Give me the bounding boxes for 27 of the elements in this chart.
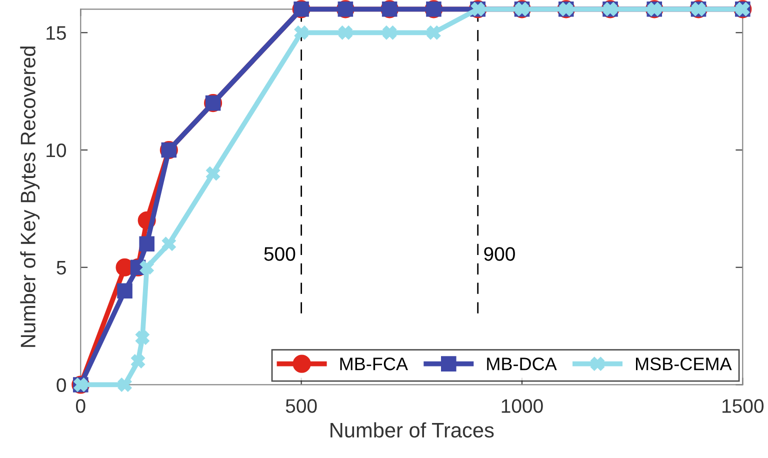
point xyxy=(118,378,132,392)
point xyxy=(131,354,145,368)
x-axis-title: Number of Traces xyxy=(330,422,494,438)
point xyxy=(139,236,154,252)
point xyxy=(338,26,352,40)
x-tick-label: 500 xyxy=(286,399,317,413)
y-tick-label: 10 xyxy=(46,143,66,158)
legend-label: MB-FCA xyxy=(340,358,408,370)
point xyxy=(140,260,154,274)
point xyxy=(117,283,132,298)
point xyxy=(135,330,150,345)
legend-label: MB-DCA xyxy=(487,358,557,370)
y-tick-label: 5 xyxy=(56,261,66,275)
point xyxy=(162,236,176,251)
ref-line-label: 500 xyxy=(264,247,296,261)
point xyxy=(426,26,441,40)
x-tick-label: 1000 xyxy=(502,399,543,413)
y-axis-title: Number of Key Bytes Recovered xyxy=(20,46,40,347)
y-tick-label: 15 xyxy=(46,26,66,40)
ref-line-label: 900 xyxy=(484,247,515,261)
y-tick-label: 0 xyxy=(56,378,66,392)
x-tick-label: 1500 xyxy=(722,399,764,413)
x-tick-label: 0 xyxy=(76,399,86,413)
point xyxy=(294,26,308,40)
point xyxy=(206,166,220,180)
point xyxy=(382,26,397,40)
legend-label: MSB-CEMA xyxy=(636,358,732,370)
